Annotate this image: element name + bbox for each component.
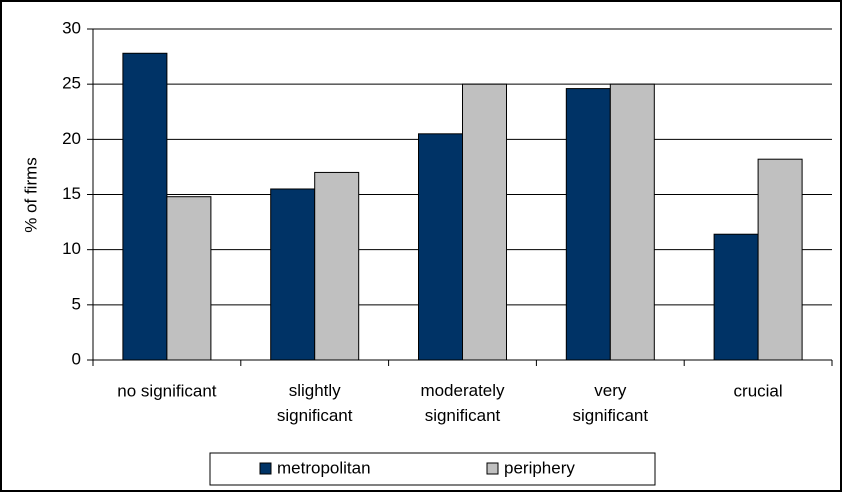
y-tick-label: 20 [62,129,81,148]
bar [757,158,803,361]
legend-label: periphery [504,458,575,477]
legend-box [209,452,656,486]
bar [713,233,759,361]
legend-swatch [259,462,272,475]
legend-swatch [486,462,499,475]
bar [166,196,212,361]
y-tick-label: 0 [72,349,81,368]
y-tick-label: 15 [62,184,81,203]
bar [565,88,611,361]
y-tick-label: 30 [62,18,81,37]
y-axis-label: % of firms [21,157,40,233]
bar [418,133,463,361]
y-tick-label: 10 [62,239,81,258]
bar [462,83,507,361]
legend-label: metropolitan [277,458,371,477]
bar [270,188,316,361]
x-tick-label: slightly significant [277,381,353,425]
x-tick-label: moderately significant [420,381,505,425]
y-tick-label: 5 [72,294,81,313]
x-tick-label: crucial [734,381,783,400]
y-tick-label: 25 [62,74,81,93]
x-tick-label: no significant [117,381,217,400]
bar [122,52,168,361]
bar [609,83,655,361]
x-tick-label: very significant [572,381,648,425]
bar [314,171,360,361]
